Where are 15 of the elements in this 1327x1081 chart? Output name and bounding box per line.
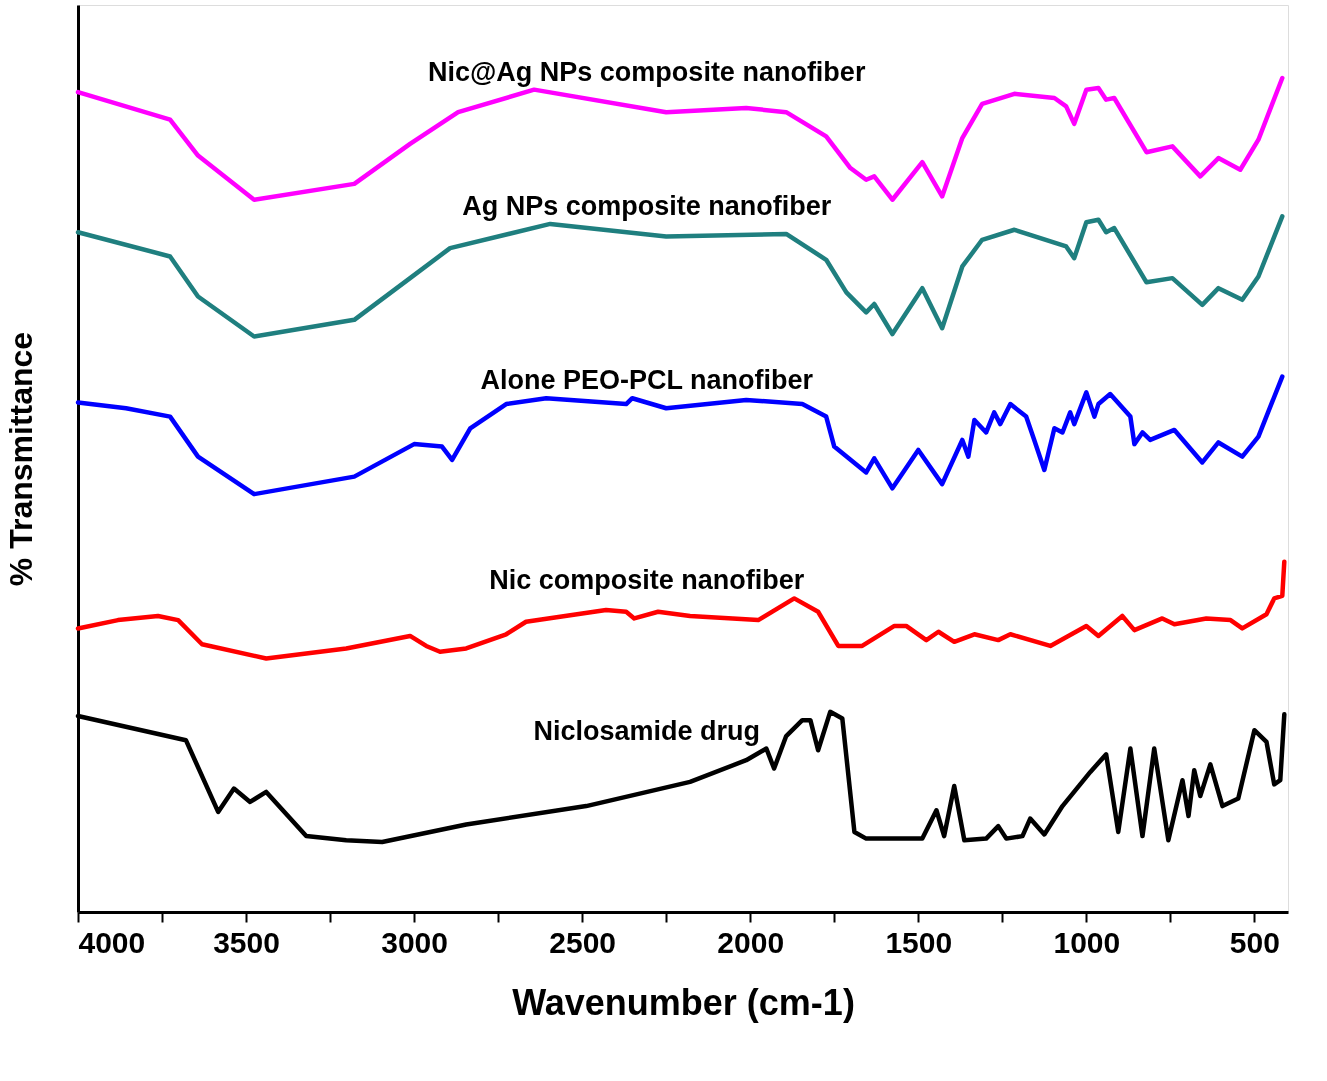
x-tick-label: 1000 (1053, 925, 1121, 959)
x-tick-label: 3000 (381, 925, 448, 959)
x-tick-label: 3500 (213, 925, 280, 959)
series-label: Alone PEO-PCL nanofiber (480, 365, 814, 396)
x-tick-label: 500 (1229, 925, 1280, 959)
series-label: Nic@Ag NPs composite nanofiber (428, 56, 866, 87)
x-tick-label: 2000 (717, 925, 785, 959)
series-label: Ag NPs composite nanofiber (462, 190, 832, 221)
series-label: Niclosamide drug (533, 715, 760, 746)
series-label: Nic composite nanofiber (489, 565, 805, 596)
x-tick-label: 2500 (549, 925, 617, 959)
y-axis-title: % Transmittance (2, 331, 39, 587)
x-tick-label: 4000 (78, 925, 146, 959)
x-tick-label: 1500 (885, 925, 953, 959)
x-axis-title: Wavenumber (cm-1) (512, 981, 855, 1023)
